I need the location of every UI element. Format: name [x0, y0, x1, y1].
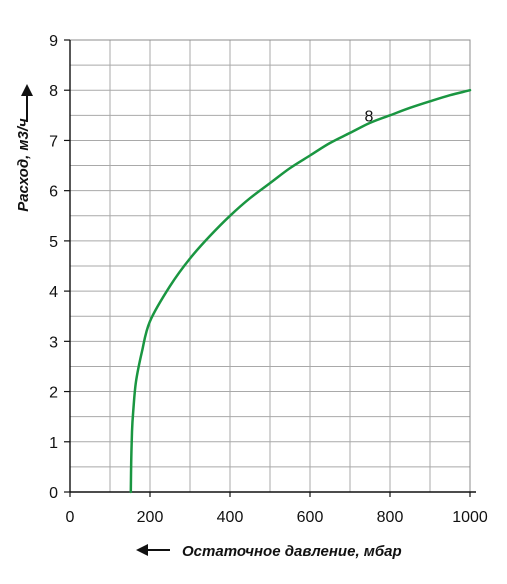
y-tick-label: 0 [49, 485, 58, 502]
grid [70, 40, 470, 492]
y-tick-label: 1 [49, 435, 58, 452]
y-axis-title: Расход, м3/ч [15, 118, 32, 212]
series-line-8 [129, 88, 472, 494]
y-axis-arrow-icon [21, 84, 33, 122]
x-tick-label: 1000 [452, 509, 488, 526]
x-axis-title: Остаточное давление, мбар [182, 543, 402, 560]
x-axis-arrow-icon [136, 544, 170, 556]
x-tick-label: 0 [66, 509, 75, 526]
x-tick-label: 800 [377, 509, 404, 526]
y-tick-labels: 0 1 2 3 4 5 6 7 8 9 [49, 33, 70, 502]
y-tick-label: 7 [49, 133, 58, 150]
y-tick-label: 6 [49, 184, 58, 201]
x-tick-label: 400 [217, 509, 244, 526]
y-tick-label: 4 [49, 284, 58, 301]
y-axis-title-group: Расход, м3/ч [15, 118, 32, 212]
x-tick-label: 600 [297, 509, 324, 526]
y-tick-label: 3 [49, 334, 58, 351]
y-tick-label: 2 [49, 385, 58, 402]
y-tick-label: 8 [49, 83, 58, 100]
series-layer: 8 [129, 88, 472, 494]
x-tick-labels: 0 200 400 600 800 1000 [66, 492, 488, 526]
series-label-8: 8 [365, 108, 374, 125]
y-tick-label: 5 [49, 234, 58, 251]
y-tick-label: 9 [49, 33, 58, 50]
x-tick-label: 200 [137, 509, 164, 526]
axes [69, 39, 476, 493]
